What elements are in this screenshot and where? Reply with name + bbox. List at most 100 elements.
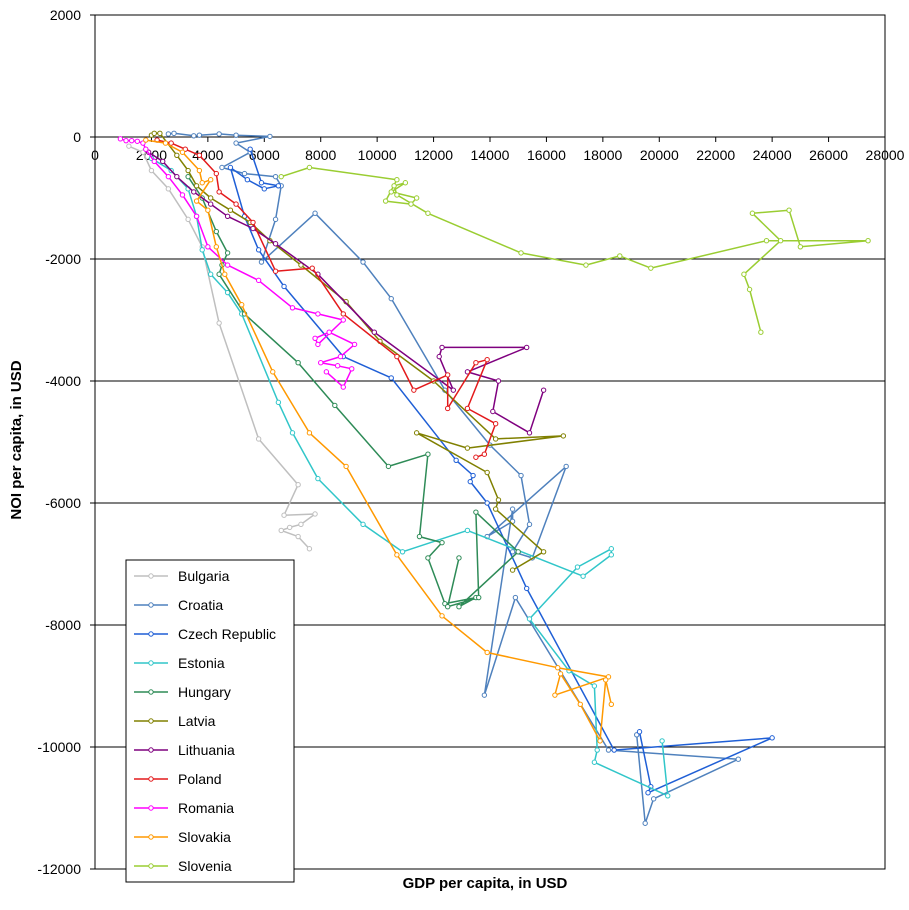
data-point — [464, 527, 471, 534]
data-point — [464, 405, 471, 412]
data-point — [385, 463, 392, 470]
series-slovakia — [143, 137, 615, 744]
data-point — [470, 472, 476, 479]
data-point — [577, 701, 583, 707]
data-point — [323, 369, 330, 375]
data-point — [436, 353, 442, 360]
data-point — [665, 793, 671, 799]
data-point — [261, 186, 267, 192]
y-tick-label: -6000 — [45, 495, 81, 511]
data-point — [224, 289, 231, 296]
legend-label: Lithuania — [178, 742, 235, 758]
data-point — [456, 555, 462, 561]
data-point — [540, 549, 547, 555]
data-point — [258, 259, 265, 265]
y-tick-label: -8000 — [45, 617, 81, 633]
data-point — [540, 387, 547, 393]
data-point — [306, 430, 313, 436]
data-point — [509, 506, 516, 512]
legend-item: Slovakia — [134, 829, 231, 845]
data-point — [735, 756, 741, 762]
data-point — [659, 738, 665, 744]
data-point — [191, 133, 197, 139]
data-point — [219, 164, 225, 171]
data-point — [741, 271, 747, 277]
data-point — [473, 509, 479, 515]
data-point — [255, 436, 262, 442]
data-point — [526, 616, 533, 622]
legend-item: Czech Republic — [134, 626, 276, 642]
data-point — [557, 671, 564, 677]
data-point — [416, 533, 423, 540]
data-point — [117, 136, 124, 142]
data-point — [191, 189, 197, 195]
legend-label: Slovakia — [178, 829, 231, 845]
data-point — [255, 247, 262, 253]
data-point — [148, 167, 155, 174]
data-point — [270, 369, 276, 375]
data-point — [591, 759, 598, 765]
data-point — [224, 262, 231, 268]
data-point — [512, 594, 519, 601]
x-tick-label: 14000 — [471, 147, 510, 163]
x-tick-label: 22000 — [696, 147, 735, 163]
data-point — [168, 140, 174, 146]
data-point — [227, 207, 234, 213]
data-point — [473, 360, 479, 366]
data-point — [597, 738, 603, 744]
data-point — [318, 360, 324, 366]
x-tick-label: 24000 — [753, 147, 792, 163]
data-point — [272, 241, 279, 247]
legend-marker — [148, 631, 154, 637]
data-point — [769, 735, 775, 741]
data-point — [165, 131, 172, 137]
data-point — [425, 555, 431, 561]
data-point — [617, 253, 623, 259]
data-point — [199, 247, 205, 253]
y-tick-label: -2000 — [45, 251, 81, 267]
data-point — [162, 140, 169, 146]
series-estonia — [148, 155, 671, 799]
legend-item: Romania — [134, 800, 234, 816]
data-point — [413, 195, 420, 201]
data-point — [650, 796, 657, 802]
legend-marker — [148, 834, 154, 840]
x-tick-label: 16000 — [527, 147, 566, 163]
data-point — [205, 207, 211, 213]
data-point — [495, 497, 502, 503]
data-point — [233, 201, 239, 207]
data-point — [165, 173, 172, 180]
legend-label: Latvia — [178, 713, 216, 729]
data-point — [492, 436, 499, 442]
x-tick-label: 18000 — [583, 147, 622, 163]
legend-item: Bulgaria — [134, 568, 230, 584]
data-point — [258, 180, 265, 186]
legend-item: Latvia — [134, 713, 216, 729]
data-point — [388, 189, 394, 195]
legend-item: Slovenia — [134, 858, 232, 874]
data-point — [526, 521, 533, 528]
data-point — [216, 131, 222, 137]
data-point — [216, 189, 222, 195]
data-point — [340, 317, 346, 323]
data-point — [312, 511, 318, 517]
data-point — [526, 430, 533, 436]
data-point — [171, 130, 177, 137]
data-point — [315, 475, 321, 482]
data-point — [425, 451, 431, 457]
data-point — [213, 244, 220, 250]
data-point — [797, 244, 804, 250]
data-point — [464, 445, 471, 451]
y-tick-label: -4000 — [45, 373, 81, 389]
data-point — [413, 430, 420, 436]
data-point — [484, 649, 490, 656]
data-point — [484, 500, 490, 506]
data-point — [865, 238, 871, 244]
data-point — [399, 549, 406, 555]
series-line-bulgaria — [128, 145, 316, 550]
series-hungary — [185, 173, 521, 610]
data-point — [241, 170, 248, 177]
data-point — [239, 302, 245, 308]
legend-item: Lithuania — [134, 742, 235, 758]
data-point — [295, 533, 301, 540]
